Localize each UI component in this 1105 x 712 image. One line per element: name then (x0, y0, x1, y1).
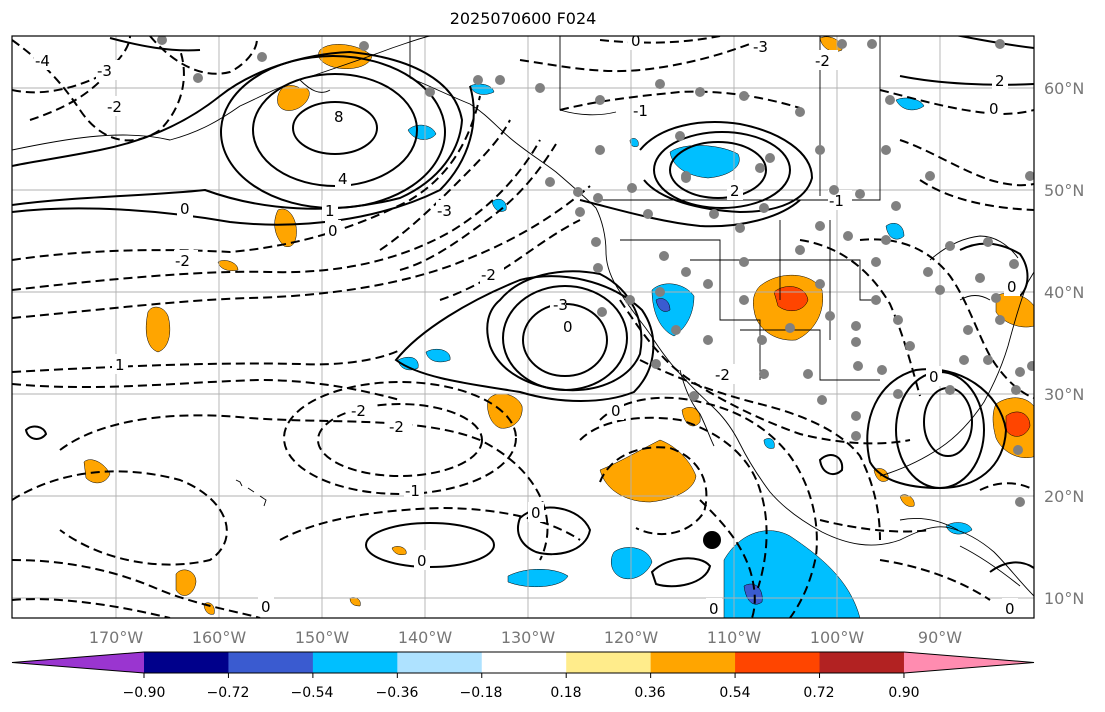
lon-label: 130°W (501, 628, 556, 647)
colorbar-tick-label: −0.90 (123, 685, 166, 701)
map-frame (11, 35, 1035, 619)
colorbar-segment (312, 652, 398, 673)
svg-text:-1: -1 (405, 482, 420, 500)
svg-text:-4: -4 (35, 52, 50, 70)
colorbar-extend-high (903, 652, 1034, 673)
colorbar-ticks: −0.90 −0.72 −0.54 −0.36 −0.18 0.18 0.36 … (123, 685, 920, 701)
longitude-labels: 170°W 160°W 150°W 140°W 130°W 120°W 110°… (89, 628, 962, 647)
lat-label: 30°N (1044, 385, 1084, 404)
colorbar-extend-low (12, 652, 144, 673)
colorbar-segment (566, 652, 652, 673)
map-title: 2025070600 F024 (449, 9, 597, 28)
lon-label: 140°W (398, 628, 453, 647)
svg-text:-1: -1 (829, 192, 844, 210)
lon-label: 100°W (810, 628, 865, 647)
lat-label: 10°N (1044, 589, 1084, 608)
svg-text:-3: -3 (437, 202, 452, 220)
shaded-patches (83, 36, 1034, 618)
svg-text:0: 0 (563, 318, 573, 336)
svg-text:0: 0 (261, 598, 271, 616)
lat-label: 50°N (1044, 181, 1084, 200)
colorbar-segment (819, 652, 905, 673)
coastlines (12, 36, 1034, 597)
svg-text:-3: -3 (553, 296, 568, 314)
colorbar-segment (397, 652, 483, 673)
svg-text:8: 8 (334, 108, 344, 126)
svg-text:-2: -2 (715, 366, 730, 384)
svg-text:0: 0 (328, 222, 338, 240)
svg-text:-2: -2 (107, 98, 122, 116)
svg-text:4: 4 (338, 170, 348, 188)
contours-positive (12, 36, 1034, 588)
contours-negative (12, 36, 1034, 618)
colorbar-tick-label: −0.36 (376, 685, 419, 701)
svg-text:-2: -2 (351, 402, 366, 420)
graticule (12, 36, 1034, 618)
colorbar-tick-label: −0.72 (207, 685, 250, 701)
colorbar-tick-label: 0.90 (888, 685, 919, 701)
svg-text:2: 2 (730, 182, 740, 200)
svg-text:0: 0 (1007, 278, 1017, 296)
colorbar-tick-label: −0.54 (291, 685, 334, 701)
storm-marker (703, 531, 721, 549)
lon-label: 110°W (707, 628, 762, 647)
svg-text:-2: -2 (481, 266, 496, 284)
svg-text:-2: -2 (815, 52, 830, 70)
svg-text:2: 2 (995, 72, 1005, 90)
colorbar-segment (228, 652, 314, 673)
colorbar-segment (650, 652, 736, 673)
lat-label: 60°N (1044, 79, 1084, 98)
svg-text:-3: -3 (97, 62, 112, 80)
colorbar-tick-label: 0.72 (803, 685, 834, 701)
svg-text:0: 0 (989, 100, 999, 118)
lat-label: 40°N (1044, 283, 1084, 302)
svg-text:0: 0 (417, 552, 427, 570)
svg-text:0: 0 (709, 600, 719, 618)
colorbar-segment (144, 652, 229, 673)
svg-text:0: 0 (631, 32, 641, 50)
svg-text:0: 0 (611, 402, 621, 420)
colorbar-tick-label: −0.18 (460, 685, 503, 701)
svg-text:-3: -3 (753, 38, 768, 56)
svg-text:1: 1 (115, 356, 125, 374)
svg-text:0: 0 (1005, 600, 1015, 618)
svg-text:0: 0 (531, 504, 541, 522)
lon-label: 170°W (89, 628, 144, 647)
latitude-labels: 60°N 50°N 40°N 30°N 20°N 10°N (1044, 79, 1084, 608)
map-area: 8 4 2 1 0 0 0 0 0 0 0 0 0 0 (12, 32, 1034, 618)
svg-text:0: 0 (180, 200, 190, 218)
svg-text:1: 1 (325, 202, 335, 220)
lon-label: 90°W (918, 628, 962, 647)
svg-text:-2: -2 (175, 252, 190, 270)
colorbar: −0.90 −0.72 −0.54 −0.36 −0.18 0.18 0.36 … (11, 651, 1035, 701)
colorbar-segment (481, 652, 567, 673)
lon-label: 120°W (604, 628, 659, 647)
svg-text:-1: -1 (633, 102, 648, 120)
colorbar-tick-label: 0.36 (634, 685, 665, 701)
lon-label: 150°W (295, 628, 350, 647)
svg-text:0: 0 (929, 368, 939, 386)
colorbar-tick-label: 0.18 (550, 685, 581, 701)
colorbar-segment (735, 652, 821, 673)
svg-text:-2: -2 (389, 418, 404, 436)
lon-label: 160°W (192, 628, 247, 647)
colorbar-tick-label: 0.54 (719, 685, 750, 701)
hawaii-islands (235, 479, 267, 507)
station-dots (157, 36, 1034, 507)
lat-label: 20°N (1044, 487, 1084, 506)
